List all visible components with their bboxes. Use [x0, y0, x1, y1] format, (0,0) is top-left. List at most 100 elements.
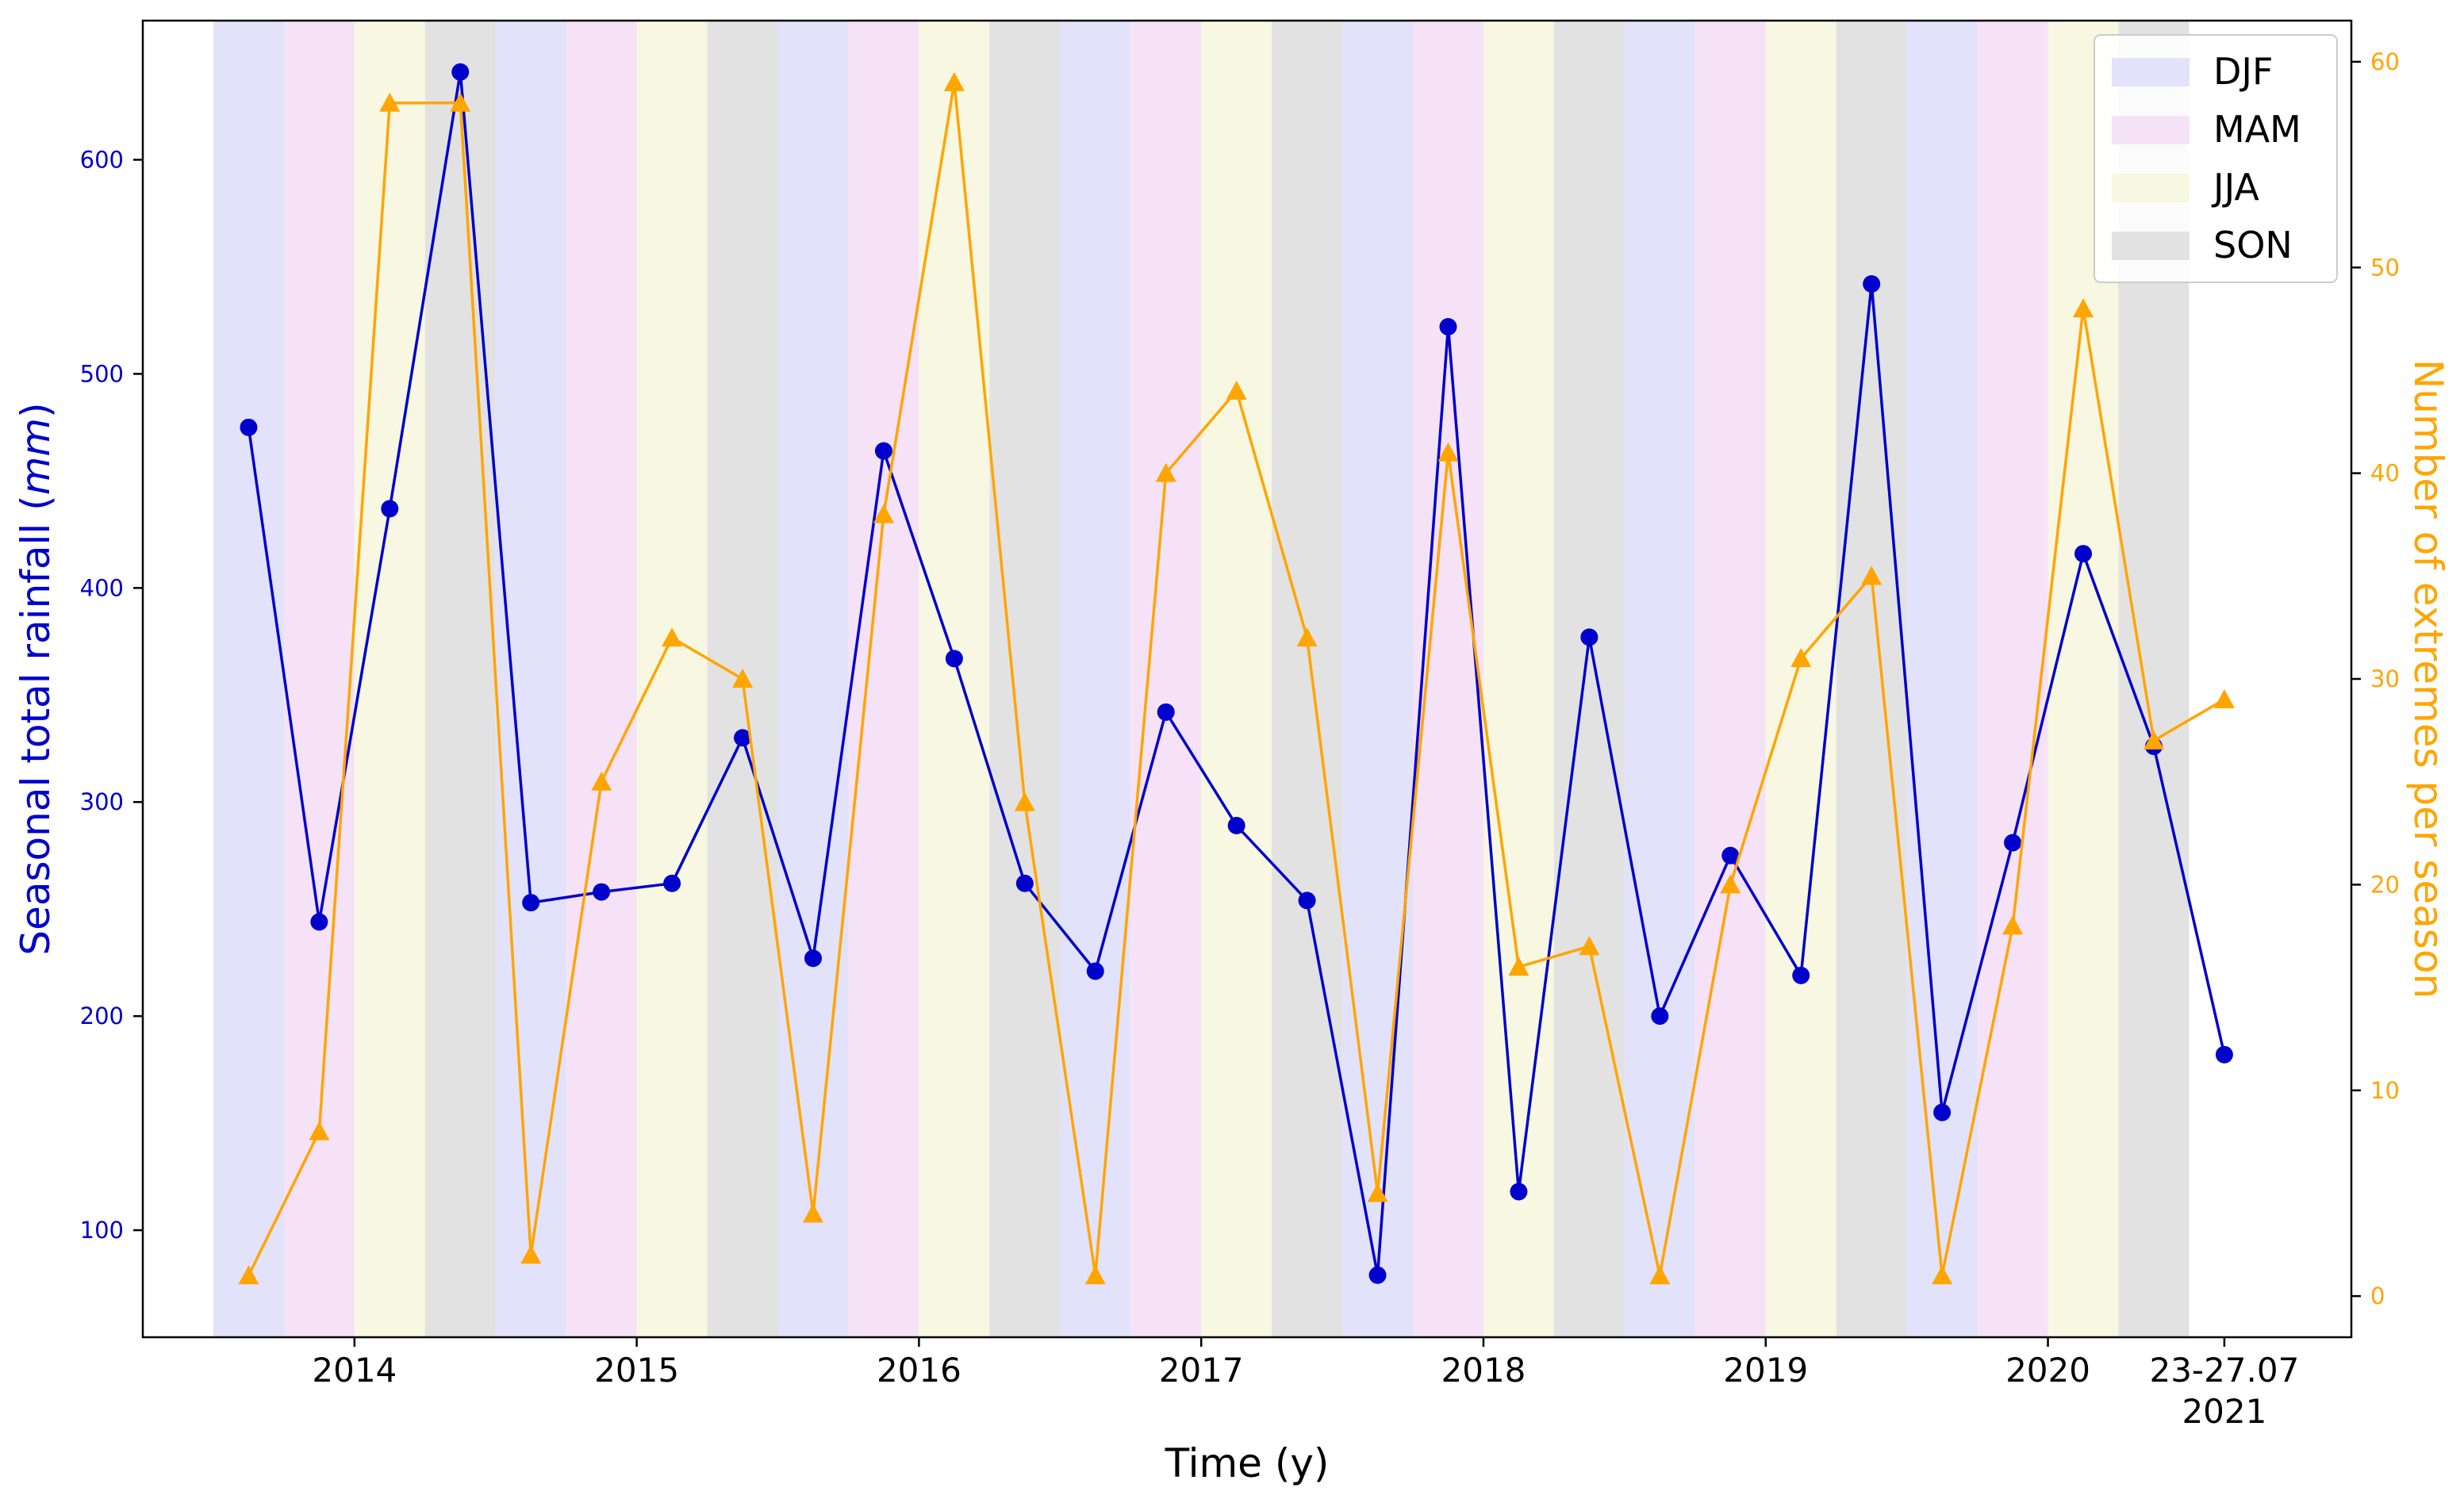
data-point — [451, 63, 470, 81]
season-band-djf — [213, 21, 284, 1337]
data-point — [2073, 298, 2094, 318]
data-point — [943, 71, 965, 91]
data-point — [1084, 1265, 1106, 1285]
x-tick-label: 2015 — [594, 1351, 679, 1390]
data-point — [593, 883, 611, 901]
season-band-mam — [1413, 21, 1483, 1337]
season-band-mam — [1130, 21, 1202, 1337]
data-point — [520, 1244, 542, 1264]
season-band-jja — [1201, 21, 1272, 1337]
extremes-series — [238, 71, 2235, 1285]
data-point — [1932, 1265, 1953, 1285]
season-band-son — [1272, 21, 1343, 1337]
legend-swatch-son — [2112, 232, 2190, 260]
data-point — [945, 650, 963, 668]
data-point — [1649, 1265, 1671, 1285]
data-point — [874, 442, 892, 460]
data-point — [309, 1121, 330, 1141]
season-band-jja — [1765, 21, 1836, 1337]
x-tick-label: 2019 — [1723, 1351, 1808, 1390]
right-y-tick-label: 0 — [2370, 1283, 2385, 1309]
legend-label-mam: MAM — [2213, 108, 2301, 151]
data-point — [1367, 1183, 1388, 1202]
legend-label-jja: JJA — [2211, 166, 2259, 209]
data-point — [450, 92, 471, 112]
data-point — [2004, 834, 2022, 852]
left-y-tick-label: 100 — [80, 1217, 124, 1244]
legend-swatch-djf — [2112, 58, 2190, 86]
season-band-jja — [1483, 21, 1554, 1337]
season-band-son — [424, 21, 496, 1337]
data-point — [873, 504, 894, 523]
right-y-tick-label: 30 — [2370, 665, 2400, 692]
season-band-djf — [1060, 21, 1131, 1337]
data-point — [1933, 1103, 1952, 1121]
rainfall-series — [240, 63, 2233, 1284]
x-tick-label: 2014 — [312, 1351, 397, 1390]
data-point — [2215, 1045, 2233, 1064]
left-y-axis-label-unit-close: ) — [13, 402, 59, 418]
data-point — [2143, 730, 2164, 750]
season-band-djf — [495, 21, 566, 1337]
x-axis-label: Time (y) — [1165, 1440, 1330, 1486]
left-y-axis: 100 200 300 400 500 600 — [80, 146, 143, 1244]
data-point — [662, 627, 683, 647]
data-point — [1579, 936, 1600, 956]
legend: DJF MAM JJA SON — [2094, 34, 2338, 283]
data-point — [1296, 627, 1318, 647]
data-point — [591, 771, 612, 791]
data-point — [1437, 442, 1459, 462]
season-band-djf — [777, 21, 849, 1337]
legend-swatch-mam — [2112, 116, 2190, 144]
data-point — [1508, 957, 1529, 976]
legend-label-djf: DJF — [2213, 50, 2273, 93]
data-point — [1863, 275, 1881, 293]
data-point — [1086, 962, 1104, 980]
data-point — [663, 874, 681, 892]
data-point — [732, 669, 754, 688]
data-point — [1298, 891, 1316, 910]
data-point — [1861, 566, 1883, 585]
data-point — [804, 949, 822, 968]
data-point — [1439, 317, 1457, 335]
left-y-tick-label: 200 — [80, 1003, 124, 1029]
data-point — [1226, 380, 1247, 400]
data-point — [1651, 1007, 1669, 1026]
data-point — [1157, 703, 1175, 721]
right-y-tick-label: 10 — [2370, 1077, 2400, 1104]
left-y-axis-label-unit: mm — [13, 418, 59, 495]
data-point — [1790, 648, 1812, 668]
x-tick-label-line2: 2021 — [2182, 1392, 2266, 1431]
left-y-axis-label-unit-open: ( — [13, 495, 59, 511]
left-y-axis-label-text: Seasonal total rainfall — [13, 523, 59, 956]
legend-label-son: SON — [2213, 224, 2293, 266]
data-point — [1721, 846, 1740, 865]
season-band-son — [989, 21, 1061, 1337]
legend-box — [2094, 34, 2338, 283]
data-point — [1792, 966, 1810, 984]
season-band-mam — [1694, 21, 1766, 1337]
data-point — [1580, 628, 1599, 646]
data-point — [2213, 688, 2235, 708]
data-point — [2002, 915, 2024, 935]
right-y-tick-label: 50 — [2370, 254, 2400, 281]
season-band-mam — [1977, 21, 2048, 1337]
data-point — [1720, 874, 1741, 894]
data-point — [1015, 874, 1034, 892]
data-point — [802, 1203, 823, 1223]
data-point — [381, 500, 399, 518]
right-y-axis-label: Number of extremes per season — [2405, 359, 2451, 999]
season-band-mam — [848, 21, 919, 1337]
data-point — [1014, 792, 1035, 811]
x-tick-label: 2020 — [2005, 1351, 2090, 1390]
season-band-jja — [636, 21, 708, 1337]
season-bands — [213, 21, 2190, 1337]
data-point — [1155, 462, 1176, 482]
data-point — [310, 913, 328, 931]
season-band-djf — [1906, 21, 1978, 1337]
season-band-son — [1553, 21, 1625, 1337]
data-point — [1368, 1266, 1387, 1284]
